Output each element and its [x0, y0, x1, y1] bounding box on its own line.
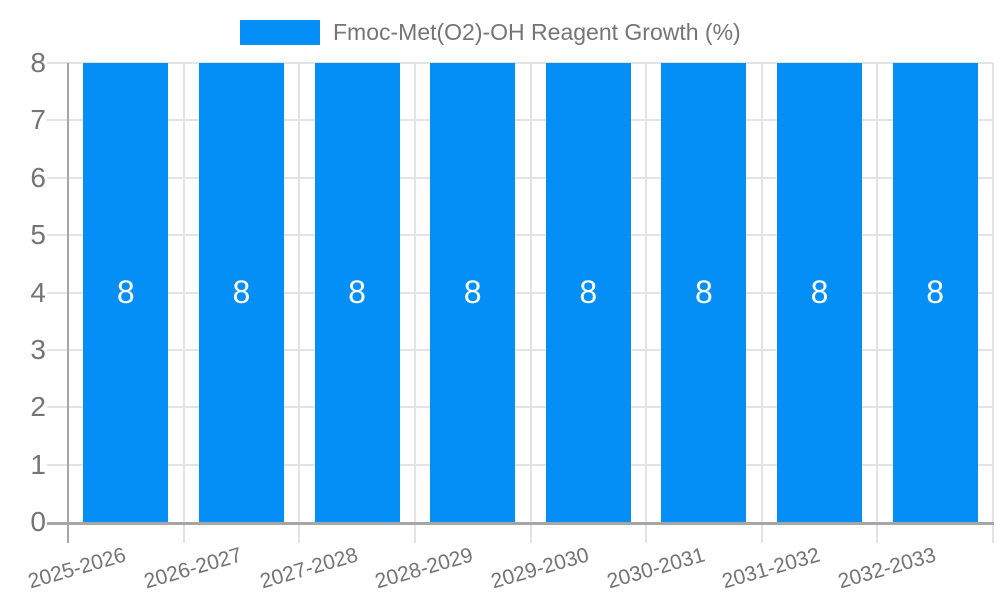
bar[interactable]: 8: [198, 63, 284, 522]
bar[interactable]: 8: [545, 63, 631, 522]
legend-label: Fmoc-Met(O2)-OH Reagent Growth (%): [333, 19, 741, 45]
y-axis-line: [67, 63, 69, 543]
gridline-vertical: [182, 63, 185, 543]
x-axis-line: [47, 522, 994, 525]
bar[interactable]: 8: [314, 63, 400, 522]
bar-value-label: 8: [926, 274, 945, 310]
bar[interactable]: 8: [777, 63, 863, 522]
gridline-horizontal: [47, 348, 993, 351]
gridline-horizontal: [47, 234, 993, 237]
y-tick-label: 8: [30, 47, 46, 78]
gridline-vertical: [760, 63, 763, 543]
x-tick-label: 2025-2026: [25, 543, 129, 594]
legend-item[interactable]: Fmoc-Met(O2)-OH Reagent Growth (%): [240, 19, 741, 46]
gridline-vertical: [529, 63, 532, 543]
y-tick-label: 3: [30, 333, 46, 365]
bar[interactable]: 8: [83, 63, 169, 522]
bar-value-label: 8: [579, 274, 598, 310]
bar-value-label: 8: [463, 274, 482, 310]
bar[interactable]: 8: [892, 63, 978, 522]
x-tick-label: 2028-2029: [372, 543, 476, 594]
gridline-horizontal: [47, 463, 993, 466]
bar-value-label: 8: [348, 274, 366, 310]
gridline-vertical: [876, 63, 879, 543]
gridline-horizontal: [47, 406, 993, 409]
gridline-vertical: [992, 63, 994, 543]
legend-swatch: [240, 20, 320, 45]
gridline-horizontal: [47, 291, 993, 294]
gridline-vertical: [298, 63, 301, 543]
y-tick-label: 5: [30, 219, 46, 251]
bar[interactable]: 8: [661, 63, 747, 522]
x-tick-label: 2026-2027: [141, 543, 245, 594]
y-tick-label: 4: [30, 276, 46, 308]
x-tick-label: 2027-2028: [257, 543, 361, 594]
gridline-vertical: [413, 63, 416, 543]
y-tick-label: 0: [30, 506, 46, 537]
bar-value-label: 8: [810, 274, 829, 310]
x-tick-label: 2030-2031: [604, 543, 707, 594]
x-tick-label: 2029-2030: [488, 543, 592, 594]
x-tick-label: 2031-2032: [719, 543, 823, 594]
y-tick-label: 1: [30, 448, 46, 480]
bar-value-label: 8: [116, 274, 135, 310]
bar-value-label: 8: [232, 274, 251, 310]
bar-value-label: 8: [695, 274, 713, 310]
gridline-horizontal: [47, 119, 993, 122]
y-tick-label: 2: [30, 391, 46, 423]
gridline-vertical: [645, 63, 648, 543]
y-tick-label: 6: [30, 161, 46, 193]
gridline-horizontal: [47, 176, 993, 179]
gridline-horizontal: [47, 62, 993, 64]
x-tick-label: 2032-2033: [835, 543, 939, 594]
y-tick-label: 7: [30, 104, 46, 136]
bar[interactable]: 8: [430, 63, 516, 522]
